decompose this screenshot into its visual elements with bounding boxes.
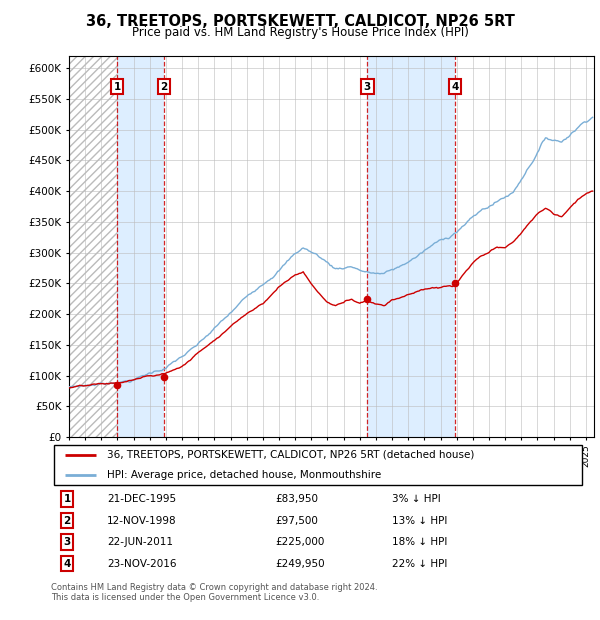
Text: Price paid vs. HM Land Registry's House Price Index (HPI): Price paid vs. HM Land Registry's House … (131, 26, 469, 39)
Text: 3% ↓ HPI: 3% ↓ HPI (392, 494, 440, 504)
Text: 2: 2 (64, 515, 71, 526)
FancyBboxPatch shape (54, 445, 582, 485)
Text: £225,000: £225,000 (276, 537, 325, 547)
Text: 36, TREETOPS, PORTSKEWETT, CALDICOT, NP26 5RT: 36, TREETOPS, PORTSKEWETT, CALDICOT, NP2… (86, 14, 514, 29)
Text: Contains HM Land Registry data © Crown copyright and database right 2024.
This d: Contains HM Land Registry data © Crown c… (51, 583, 377, 602)
Text: 2: 2 (160, 82, 167, 92)
Text: 12-NOV-1998: 12-NOV-1998 (107, 515, 176, 526)
Text: 21-DEC-1995: 21-DEC-1995 (107, 494, 176, 504)
Text: 18% ↓ HPI: 18% ↓ HPI (392, 537, 447, 547)
Text: 4: 4 (451, 82, 459, 92)
Text: 3: 3 (64, 537, 71, 547)
Text: £249,950: £249,950 (276, 559, 325, 569)
Bar (117, 56, 164, 437)
Text: 22% ↓ HPI: 22% ↓ HPI (392, 559, 447, 569)
Text: 22-JUN-2011: 22-JUN-2011 (107, 537, 173, 547)
Bar (367, 56, 455, 437)
Text: 4: 4 (64, 559, 71, 569)
Bar (69, 56, 117, 437)
Text: 1: 1 (113, 82, 121, 92)
Text: £97,500: £97,500 (276, 515, 319, 526)
Text: 3: 3 (364, 82, 371, 92)
Text: 13% ↓ HPI: 13% ↓ HPI (392, 515, 447, 526)
Text: 1: 1 (64, 494, 71, 504)
Text: HPI: Average price, detached house, Monmouthshire: HPI: Average price, detached house, Monm… (107, 470, 381, 480)
Text: 36, TREETOPS, PORTSKEWETT, CALDICOT, NP26 5RT (detached house): 36, TREETOPS, PORTSKEWETT, CALDICOT, NP2… (107, 450, 474, 459)
Text: £83,950: £83,950 (276, 494, 319, 504)
Text: 23-NOV-2016: 23-NOV-2016 (107, 559, 176, 569)
